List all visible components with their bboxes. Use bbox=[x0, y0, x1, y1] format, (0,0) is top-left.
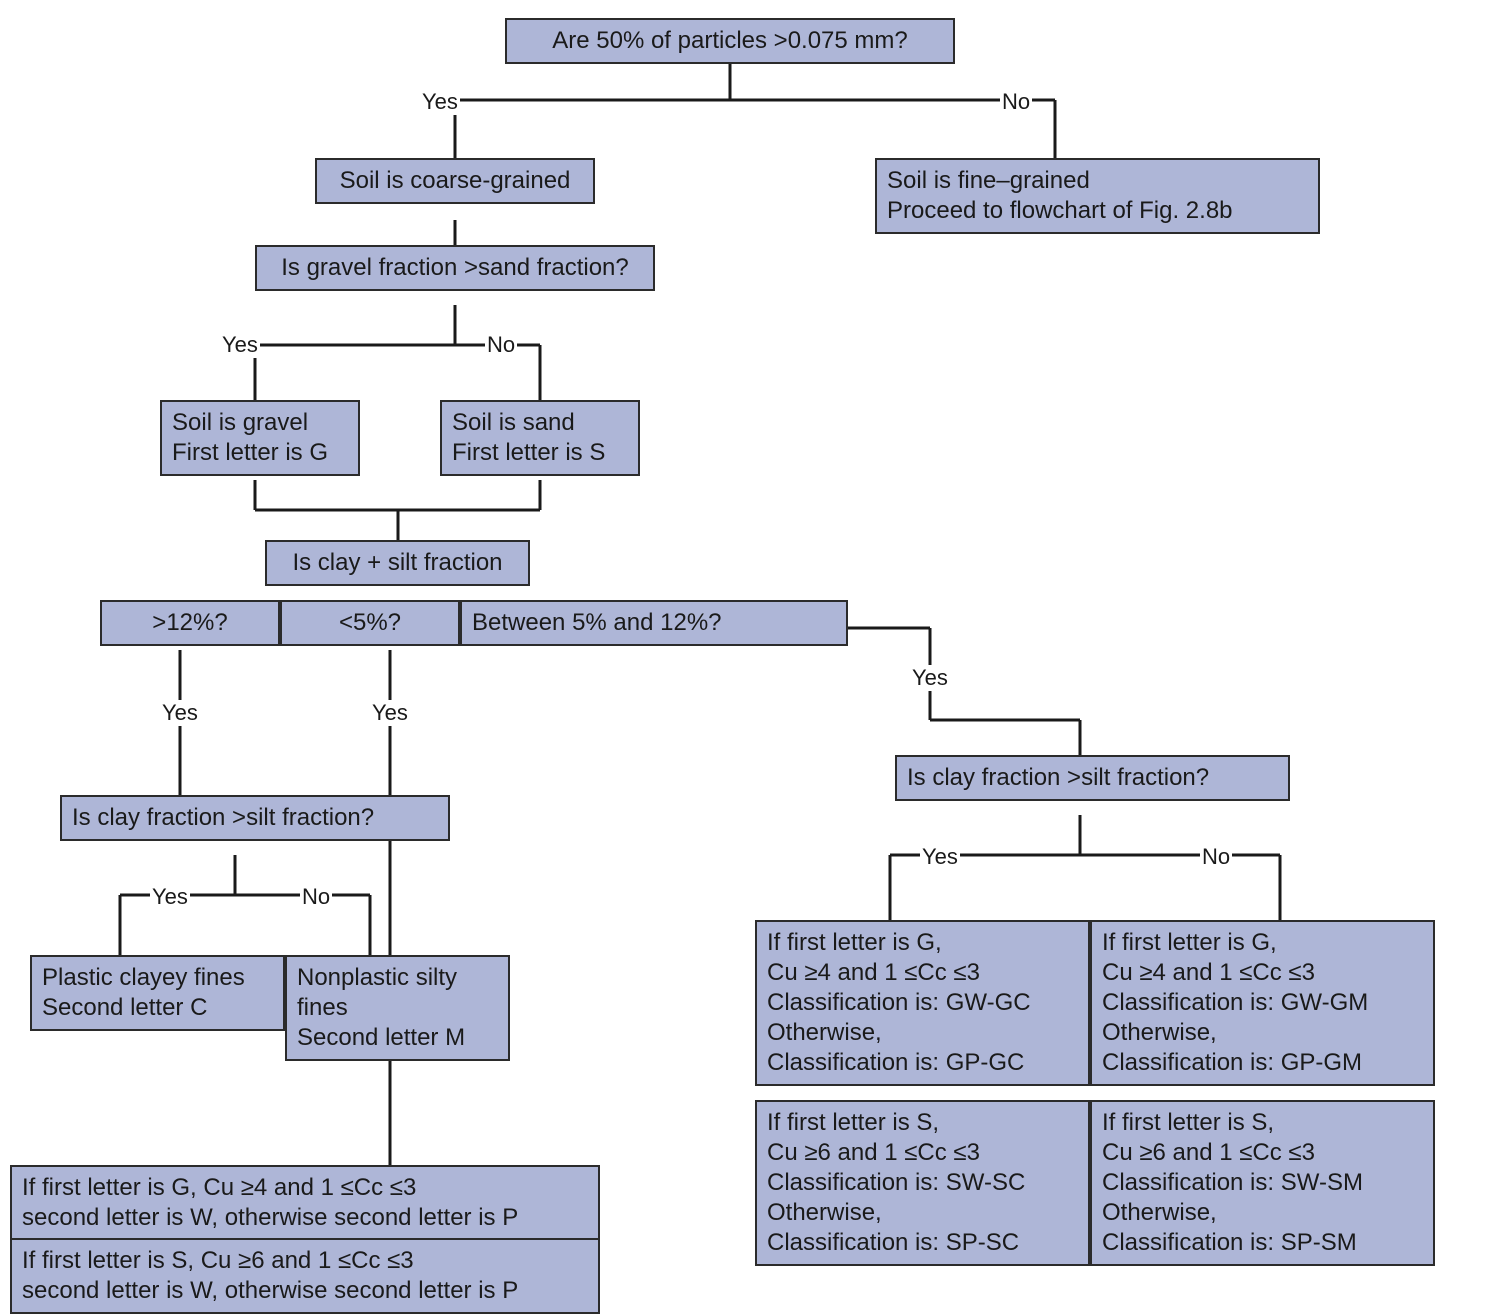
node-r15: If first letter is G, Cu ≥4 and 1 ≤Cc ≤3… bbox=[1090, 920, 1435, 1086]
node-n6: Soil is sandFirst letter is S bbox=[440, 400, 640, 476]
node-n2: Soil is coarse-grained bbox=[315, 158, 595, 204]
edge-label-yes: Yes bbox=[910, 665, 950, 691]
node-r14: If first letter is G, Cu ≥4 and 1 ≤Cc ≤3… bbox=[755, 920, 1090, 1086]
node-q7b: <5%? bbox=[280, 600, 460, 646]
edge-label-no: No bbox=[1000, 89, 1032, 115]
edge-label-no: No bbox=[300, 884, 332, 910]
node-n12: If first letter is S, Cu ≥6 and 1 ≤Cc ≤3… bbox=[10, 1238, 600, 1314]
node-n10: Nonplastic siltyfinesSecond letter M bbox=[285, 955, 510, 1061]
edge-label-yes: Yes bbox=[150, 884, 190, 910]
node-q7c: Between 5% and 12%? bbox=[460, 600, 848, 646]
node-q4: Is gravel fraction >sand fraction? bbox=[255, 245, 655, 291]
edge-label-yes: Yes bbox=[160, 700, 200, 726]
node-q7: Is clay + silt fraction bbox=[265, 540, 530, 586]
node-r16: If first letter is S, Cu ≥6 and 1 ≤Cc ≤3… bbox=[755, 1100, 1090, 1266]
node-r17: If first letter is S, Cu ≥6 and 1 ≤Cc ≤3… bbox=[1090, 1100, 1435, 1266]
edge-label-yes: Yes bbox=[220, 332, 260, 358]
node-q1: Are 50% of particles >0.075 mm? bbox=[505, 18, 955, 64]
node-q7a: >12%? bbox=[100, 600, 280, 646]
edge-label-yes: Yes bbox=[370, 700, 410, 726]
edge-label-no: No bbox=[485, 332, 517, 358]
node-n9: Plastic clayey finesSecond letter C bbox=[30, 955, 285, 1031]
edge-label-no: No bbox=[1200, 844, 1232, 870]
node-n11: If first letter is G, Cu ≥4 and 1 ≤Cc ≤3… bbox=[10, 1165, 600, 1241]
edge-label-yes: Yes bbox=[420, 89, 460, 115]
node-q8: Is clay fraction >silt fraction? bbox=[60, 795, 450, 841]
edge-label-yes: Yes bbox=[920, 844, 960, 870]
node-n5: Soil is gravelFirst letter is G bbox=[160, 400, 360, 476]
node-n3: Soil is fine–grainedProceed to flowchart… bbox=[875, 158, 1320, 234]
node-q13: Is clay fraction >silt fraction? bbox=[895, 755, 1290, 801]
flowchart-canvas: Are 50% of particles >0.075 mm? Soil is … bbox=[0, 0, 1500, 1312]
